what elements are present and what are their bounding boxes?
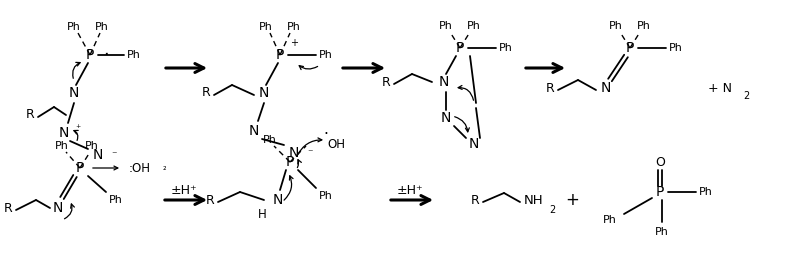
Text: Ph: Ph [669,43,683,53]
Text: Ph: Ph [109,195,123,205]
Text: ⁻: ⁻ [307,148,313,158]
Text: R: R [382,76,390,88]
Text: N: N [601,81,611,95]
Text: P: P [276,48,284,62]
Text: P: P [626,41,634,55]
Text: N: N [289,146,299,160]
Text: Ph: Ph [609,21,623,31]
Text: +: + [565,191,579,209]
Text: R: R [26,108,34,121]
Text: Ph: Ph [637,21,651,31]
Text: N: N [59,126,69,140]
Text: N: N [249,124,259,138]
Text: N: N [93,148,103,162]
Text: Ph: Ph [603,215,617,225]
Text: +: + [290,38,298,48]
Text: H: H [258,207,266,221]
Text: N: N [469,137,479,151]
Text: P: P [86,48,94,62]
Text: N: N [439,75,449,89]
Text: Ph: Ph [263,135,277,145]
Text: Ph: Ph [439,21,453,31]
Text: Ph: Ph [85,141,99,151]
Text: N: N [273,193,283,207]
Text: O: O [655,155,665,168]
Text: ·: · [323,127,329,142]
Text: Ph: Ph [467,21,481,31]
Text: 2: 2 [743,91,749,101]
Text: ₂: ₂ [162,163,166,172]
Text: R: R [202,87,210,100]
Text: ·: · [103,46,109,64]
Text: Ph: Ph [127,50,141,60]
Text: ⁺: ⁺ [75,124,81,134]
Text: Ph: Ph [699,187,713,197]
Text: Ph: Ph [287,22,301,32]
Text: P: P [456,41,464,55]
Text: Ph: Ph [319,50,333,60]
Text: R: R [470,194,479,206]
Text: P: P [656,185,664,199]
Text: :OH: :OH [129,162,151,175]
Text: ±H⁺: ±H⁺ [170,183,198,197]
Text: Ph: Ph [655,227,669,237]
Text: Ph: Ph [55,141,69,151]
Text: N: N [53,201,63,215]
Text: P: P [286,155,294,169]
Text: R: R [4,202,12,214]
Text: NH: NH [524,194,544,206]
Text: Ph: Ph [95,22,109,32]
Text: P: P [76,161,84,175]
Text: + N: + N [708,81,732,95]
Text: OH: OH [327,138,345,151]
Text: Ph: Ph [67,22,81,32]
Text: N: N [441,111,451,125]
Text: Ph: Ph [499,43,513,53]
Text: ⁻: ⁻ [111,150,117,160]
Text: N: N [69,86,79,100]
Text: N: N [259,86,269,100]
Text: R: R [206,194,214,206]
Text: 2: 2 [549,205,555,215]
Text: Ph: Ph [259,22,273,32]
Text: Ph: Ph [319,191,333,201]
Text: ±H⁺: ±H⁺ [397,183,423,197]
Text: R: R [546,81,554,95]
